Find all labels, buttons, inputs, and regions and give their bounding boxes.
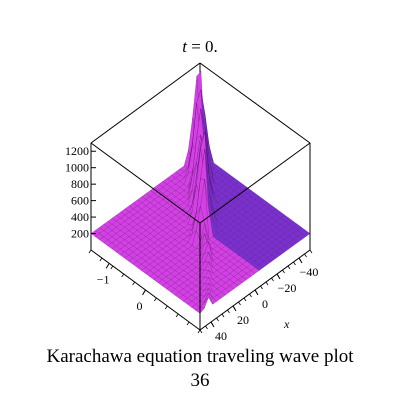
z-tick-label: 200 bbox=[71, 227, 89, 241]
x-minor-tick bbox=[287, 265, 291, 270]
x-minor-tick bbox=[210, 321, 214, 326]
bounding-box-front bbox=[90, 142, 311, 331]
x-minor-tick bbox=[298, 257, 302, 262]
x-minor-tick bbox=[254, 289, 258, 294]
z-tick-label: 1000 bbox=[65, 161, 89, 175]
x-minor-tick bbox=[265, 281, 269, 286]
x-minor-tick bbox=[221, 313, 225, 318]
title-variable: t bbox=[182, 37, 188, 56]
x-tick-label: −20 bbox=[278, 281, 297, 295]
x-minor-tick bbox=[238, 301, 241, 306]
x-tick-label: −40 bbox=[300, 265, 319, 279]
x-tick-label: 40 bbox=[215, 329, 227, 343]
box-edge-back-1 bbox=[90, 62, 201, 144]
y-minor-tick bbox=[121, 273, 125, 278]
box-edge-front-right-top bbox=[199, 142, 311, 224]
x-minor-tick bbox=[260, 285, 263, 290]
x-minor-tick bbox=[304, 253, 307, 258]
z-axis: 200 400 600 800 1000 1200 bbox=[65, 144, 96, 241]
y-tick-label: 0 bbox=[137, 299, 143, 313]
box-edge-front-left-top bbox=[90, 142, 201, 224]
x-tick-label: 20 bbox=[237, 313, 249, 327]
x-minor-tick bbox=[227, 309, 230, 314]
z-tick-label: 400 bbox=[71, 210, 89, 224]
y-minor-tick bbox=[175, 313, 179, 318]
y-minor-tick bbox=[110, 265, 114, 270]
y-minor-tick bbox=[143, 289, 146, 294]
x-axis: −40−20 0 20 40 bbox=[199, 249, 319, 343]
x-minor-tick bbox=[293, 261, 296, 266]
caption-line-2: 36 bbox=[191, 370, 210, 391]
x-minor-tick bbox=[243, 297, 247, 302]
x-minor-tick bbox=[199, 329, 203, 334]
x-minor-tick bbox=[271, 277, 274, 282]
x-minor-tick bbox=[309, 249, 313, 254]
y-minor-tick bbox=[99, 257, 103, 262]
x-minor-tick bbox=[276, 273, 280, 278]
z-tick-label: 1200 bbox=[65, 144, 89, 158]
z-tick-label: 800 bbox=[71, 177, 89, 191]
y-axis: −1 0 bbox=[88, 249, 201, 334]
z-tick-label: 600 bbox=[71, 194, 89, 208]
y-minor-tick bbox=[186, 321, 190, 326]
surface-mesh bbox=[90, 70, 311, 314]
plot-title: t = 0. bbox=[182, 37, 218, 56]
x-minor-tick bbox=[232, 305, 236, 310]
y-minor-tick bbox=[132, 281, 135, 286]
x-tick-label: 0 bbox=[262, 297, 268, 311]
x-minor-tick bbox=[282, 269, 285, 274]
y-minor-tick bbox=[88, 249, 92, 254]
x-minor-tick bbox=[249, 293, 252, 298]
y-minor-tick bbox=[197, 329, 201, 334]
y-minor-tick bbox=[164, 305, 168, 310]
x-minor-tick bbox=[216, 317, 219, 322]
title-value: = 0. bbox=[187, 37, 218, 56]
caption-line-1: Karachawa equation traveling wave plot bbox=[46, 346, 354, 367]
x-axis-label: x bbox=[283, 317, 290, 331]
x-minor-tick bbox=[205, 325, 208, 330]
y-tick-mark bbox=[105, 263, 110, 269]
y-minor-tick bbox=[154, 297, 157, 302]
y-tick-label: −1 bbox=[97, 272, 110, 286]
box-edge-back-2 bbox=[199, 62, 311, 144]
